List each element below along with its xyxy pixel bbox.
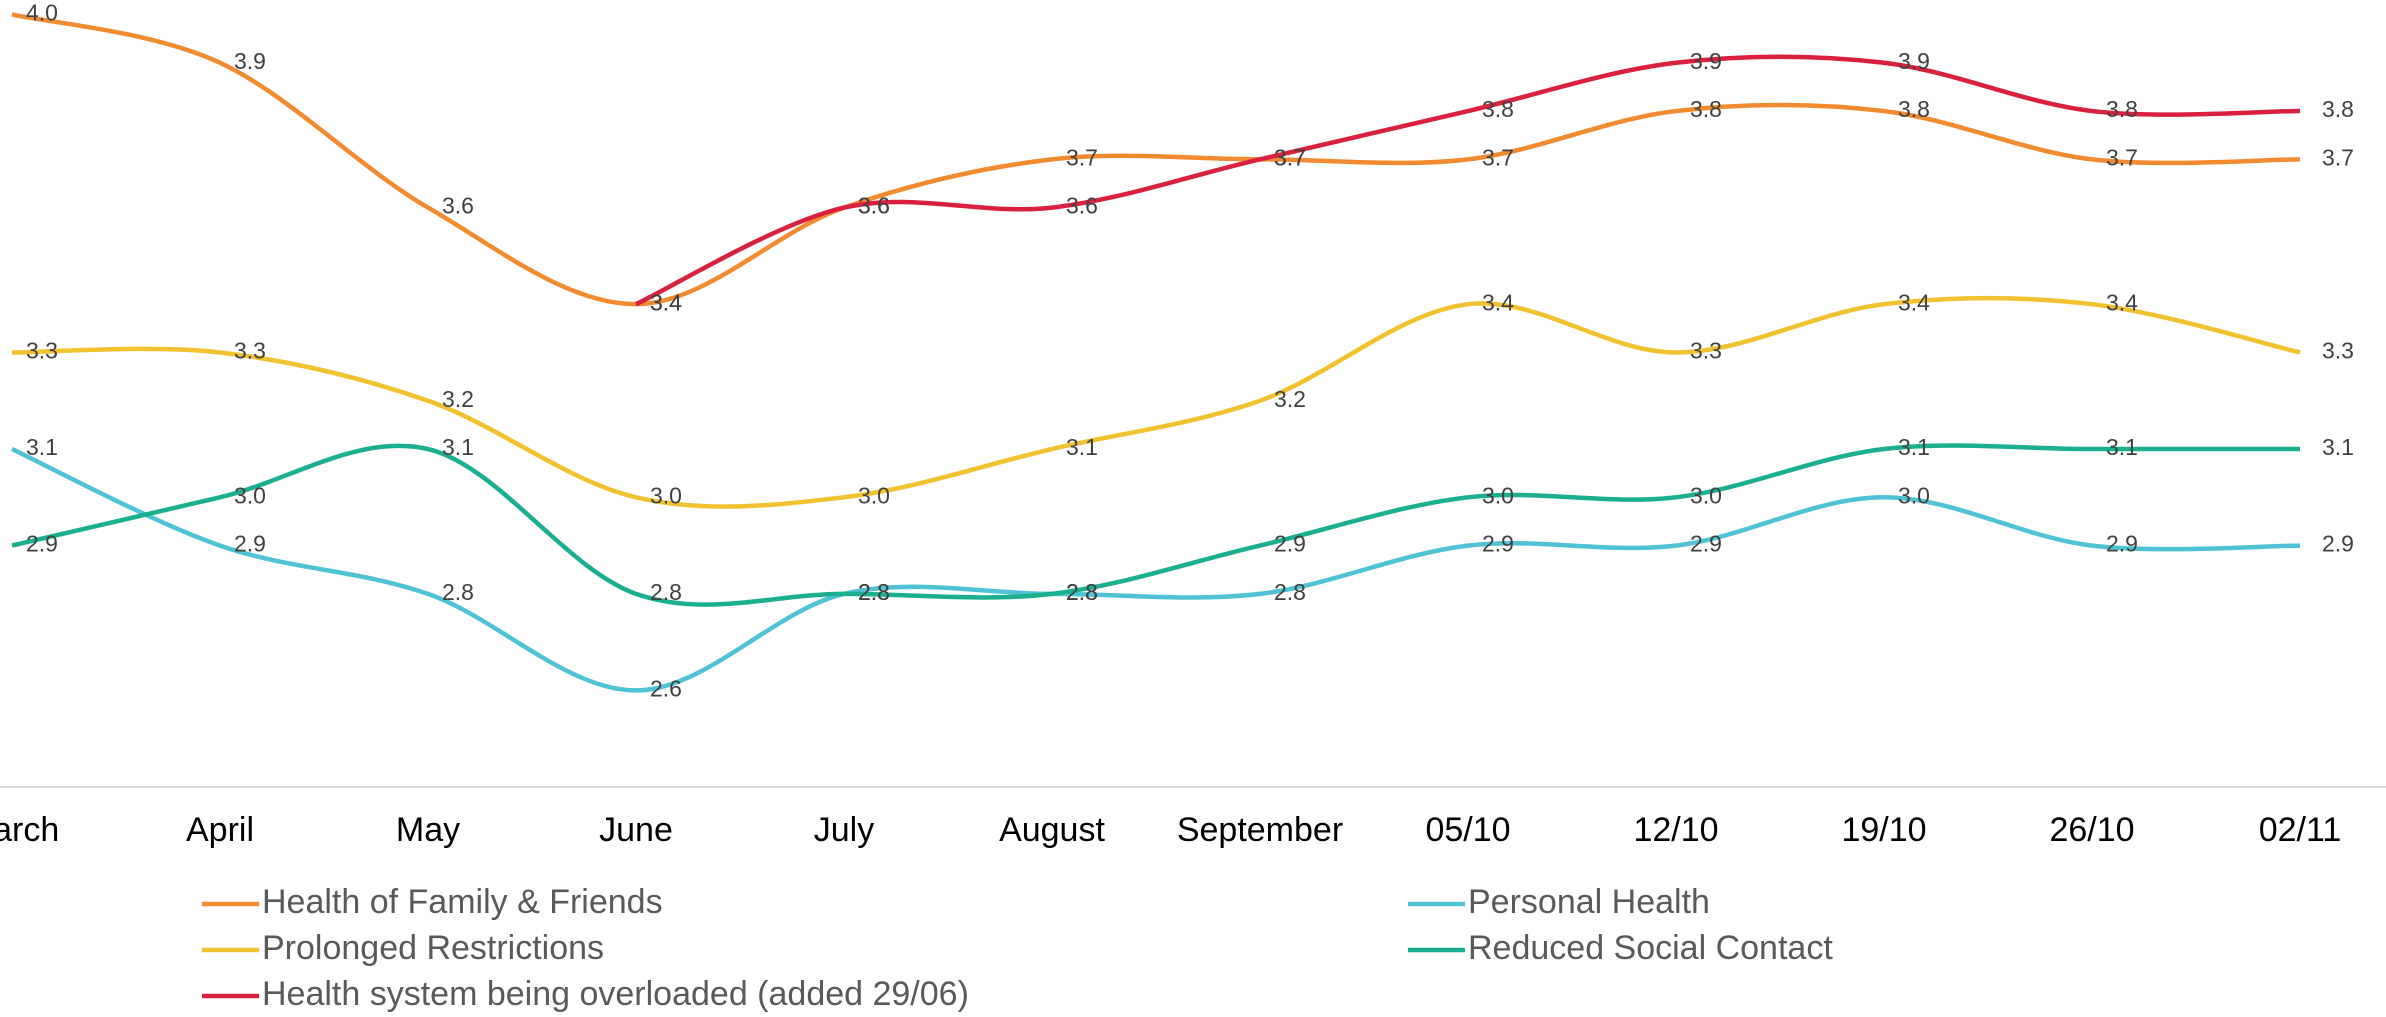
data-label: 3.8 [1690,96,1722,122]
data-label: 2.8 [858,579,890,605]
data-label: 3.9 [1690,48,1722,74]
data-label: 2.8 [650,579,682,605]
data-label: 3.7 [2322,144,2354,170]
series-line [11,295,2301,509]
data-label: 3.2 [1274,386,1306,412]
data-label: 2.8 [442,579,474,605]
data-label: 4.0 [26,0,58,26]
data-label: 3.7 [1066,144,1098,170]
x-tick-label: 05/10 [1425,811,1510,849]
x-tick-label: April [186,811,254,849]
data-label: 2.9 [26,531,58,557]
data-label: 3.3 [2322,338,2354,364]
x-tick-label: June [599,811,673,849]
x-tick-label: May [396,811,460,849]
legend-label: Personal Health [1468,883,1710,921]
data-label: 3.3 [234,338,266,364]
data-label: 3.0 [858,482,890,508]
series-line [11,446,2301,693]
data-label: 3.0 [1898,482,1930,508]
data-label: 3.7 [2106,144,2138,170]
series-line [635,54,2301,307]
x-tick-label: March [0,811,59,849]
x-tick-label: September [1177,811,1343,849]
data-label: 2.8 [1066,579,1098,605]
data-label: 3.0 [1690,482,1722,508]
data-label: 2.9 [234,531,266,557]
data-label: 3.8 [2322,96,2354,122]
series-line [11,12,2301,307]
data-label: 3.4 [1898,289,1930,315]
data-label: 3.0 [1482,482,1514,508]
data-label: 3.7 [1274,144,1306,170]
legend-label: Prolonged Restrictions [262,929,604,967]
data-label: 3.1 [2322,434,2354,460]
data-label: 3.3 [26,338,58,364]
legend-label: Reduced Social Contact [1468,929,1833,967]
data-label: 3.0 [234,482,266,508]
data-label: 3.8 [1482,96,1514,122]
data-label: 3.4 [1482,289,1514,315]
x-tick-label: 19/10 [1841,811,1926,849]
data-label: 3.4 [650,289,682,315]
data-label: 2.8 [1274,579,1306,605]
data-label: 3.3 [1690,338,1722,364]
data-label: 3.9 [1898,48,1930,74]
legend-label: Health system being overloaded (added 29… [262,975,969,1013]
data-label: 2.9 [1482,531,1514,557]
data-label: 3.0 [650,482,682,508]
data-label: 3.1 [442,434,474,460]
data-label: 3.1 [2106,434,2138,460]
data-label: 3.6 [1066,193,1098,219]
data-label: 3.6 [442,193,474,219]
data-label: 3.8 [1898,96,1930,122]
data-label: 3.1 [1066,434,1098,460]
data-label: 2.6 [650,676,682,702]
data-label: 2.9 [2106,531,2138,557]
data-label: 3.2 [442,386,474,412]
data-label: 2.9 [2322,531,2354,557]
x-tick-label: August [999,811,1105,849]
data-label: 3.8 [2106,96,2138,122]
x-tick-label: 26/10 [2049,811,2134,849]
data-label: 2.9 [1274,531,1306,557]
data-label: 3.1 [26,434,58,460]
data-label: 3.9 [234,48,266,74]
x-tick-label: July [814,811,874,849]
legend-label: Health of Family & Friends [262,883,663,921]
x-tick-label: 12/10 [1633,811,1718,849]
data-label: 2.9 [1690,531,1722,557]
x-tick-label: 02/11 [2259,811,2342,849]
data-label: 3.4 [2106,289,2138,315]
data-label: 3.6 [858,193,890,219]
data-label: 3.1 [1898,434,1930,460]
series-line [11,443,2300,607]
data-label: 3.7 [1482,144,1514,170]
